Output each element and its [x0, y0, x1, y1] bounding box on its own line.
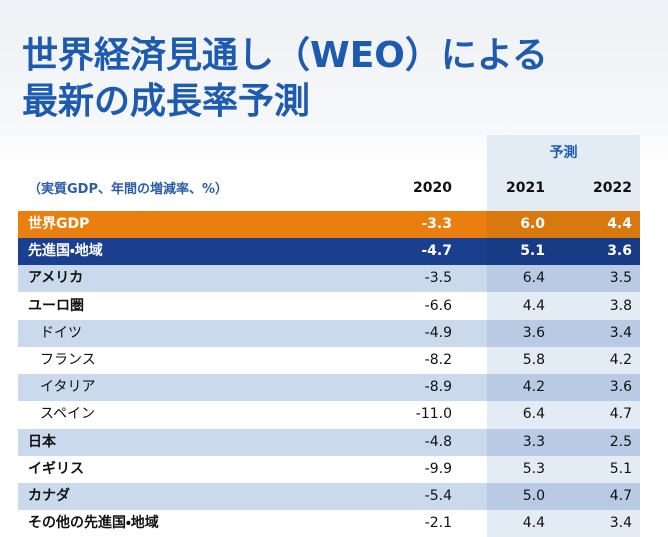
value-cell: 5.0: [522, 488, 545, 504]
column-header: 2022: [593, 180, 632, 196]
table-row: アメリカ -3.5 6.4 3.5: [18, 265, 640, 293]
value-cell: -4.7: [421, 243, 452, 260]
row-label: ユーロ圏: [28, 297, 84, 314]
table-row: スペイン -11.0 6.4 4.7: [18, 401, 640, 429]
value-cell: 3.4: [609, 324, 632, 341]
forecast-cell-bg: [487, 319, 640, 347]
forecast-cell-bg: [487, 401, 640, 429]
value-cell: 6.0: [520, 216, 545, 232]
value-cell: 4.2: [609, 352, 632, 368]
table-row: ユーロ圏 -6.6 4.4 3.8: [18, 292, 640, 320]
value-cell: -3.3: [421, 216, 452, 232]
forecast-cell-bg: [487, 265, 640, 293]
table-row: 先進国・地域 -4.7 5.1 3.6: [18, 238, 640, 266]
table-row: 日本 -4.8 3.3 2.5: [18, 428, 640, 456]
value-cell: -5.4: [424, 488, 452, 504]
value-cell: -3.5: [424, 270, 452, 287]
column-header: 2021: [506, 180, 545, 196]
value-cell: 3.4: [609, 515, 632, 532]
forecast-cell-bg: [487, 292, 640, 320]
row-label: イギリス: [28, 460, 84, 477]
value-cell: 4.2: [522, 379, 545, 396]
table-row: イタリア -8.9 4.2 3.6: [18, 374, 640, 402]
row-label: フランス: [40, 352, 96, 368]
value-cell: 3.6: [607, 243, 632, 260]
forecast-cell-bg: [487, 347, 640, 374]
value-cell: -4.8: [424, 433, 452, 450]
forecast-label: 予測: [549, 145, 578, 161]
value-cell: 4.7: [609, 488, 632, 504]
value-cell: 6.4: [522, 406, 545, 423]
row-label: イタリア: [40, 379, 96, 396]
forecast-cell-bg: [487, 428, 640, 456]
title-line: 世界経済見通し（WEO）による: [22, 35, 548, 76]
title-line: 最新の成長率予測: [22, 81, 311, 122]
table-row: その他の先進国・地域 -2.1 4.4 3.4: [18, 510, 640, 537]
value-cell: 5.3: [522, 460, 545, 477]
value-cell: 4.4: [607, 216, 632, 232]
table-row: ドイツ -4.9 3.6 3.4: [18, 319, 640, 347]
value-cell: -9.9: [424, 460, 452, 477]
table-row: イギリス -9.9 5.3 5.1: [18, 455, 640, 483]
value-cell: -4.9: [424, 324, 452, 341]
table-row: 世界GDP -3.3 6.0 4.4: [18, 211, 640, 238]
forecast-cell-bg: [487, 211, 640, 238]
value-cell: 4.4: [522, 297, 545, 314]
unit-label: （実質GDP、年間の増減率、%）: [28, 182, 229, 197]
forecast-cell-bg: [487, 483, 640, 510]
value-cell: 6.4: [522, 270, 545, 287]
row-label: その他の先進国・地域: [28, 515, 159, 532]
value-cell: -6.6: [424, 297, 452, 314]
value-cell: -11.0: [415, 406, 452, 423]
table-row: フランス -8.2 5.8 4.2: [18, 347, 640, 374]
row-label: カナダ: [28, 488, 70, 504]
forecast-cell-bg: [487, 238, 640, 266]
value-cell: -8.2: [424, 352, 452, 368]
value-cell: 3.8: [609, 297, 632, 314]
table-row: カナダ -5.4 5.0 4.7: [18, 483, 640, 510]
value-cell: 5.1: [520, 243, 545, 260]
value-cell: 3.6: [609, 379, 632, 396]
value-cell: 3.5: [609, 270, 632, 287]
value-cell: -2.1: [424, 515, 452, 532]
row-label: スペイン: [40, 406, 96, 423]
value-cell: -8.9: [424, 379, 452, 396]
value-cell: 3.6: [522, 324, 545, 341]
row-label: 先進国・地域: [28, 243, 103, 260]
value-cell: 2.5: [609, 433, 632, 450]
value-cell: 4.7: [609, 406, 632, 423]
row-label: アメリカ: [28, 270, 84, 287]
value-cell: 3.3: [522, 433, 545, 450]
row-label: ドイツ: [40, 324, 82, 341]
row-label: 日本: [28, 433, 56, 450]
forecast-cell-bg: [487, 374, 640, 402]
value-cell: 5.1: [609, 460, 632, 477]
column-header: 2020: [413, 180, 452, 196]
forecast-cell-bg: [487, 455, 640, 483]
forecast-cell-bg: [487, 510, 640, 537]
value-cell: 4.4: [522, 515, 545, 532]
row-label: 世界GDP: [28, 216, 90, 232]
value-cell: 5.8: [522, 352, 545, 368]
